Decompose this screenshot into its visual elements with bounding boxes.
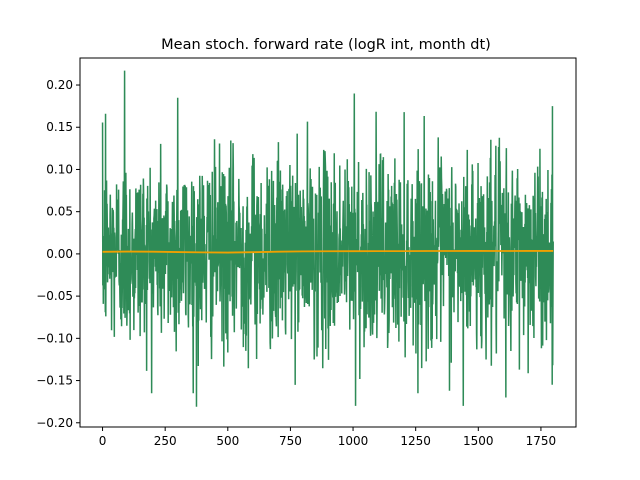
x-tick-label: 0 [99, 434, 107, 448]
plot-frame [79, 57, 577, 428]
y-tick-label: 0.00 [46, 247, 73, 261]
x-tick-label: 1750 [526, 434, 557, 448]
y-tick-label: −0.10 [36, 331, 73, 345]
y-tick-label: 0.10 [46, 162, 73, 176]
chart-title: Mean stoch. forward rate (logR int, mont… [161, 37, 491, 53]
x-tick-label: 1500 [463, 434, 494, 448]
series-line-noisy [101, 70, 554, 407]
x-tick-label: 750 [279, 434, 302, 448]
series-line-mean [102, 250, 554, 254]
y-tick-label: −0.20 [36, 416, 73, 430]
y-tick-label: −0.15 [36, 374, 73, 388]
y-tick-label: −0.05 [36, 289, 73, 303]
x-tick-label: 500 [216, 434, 239, 448]
axis-layer: 0 250 500 750 1000 1250 1500 1750 −0.20 −0.15 −0.1… [36, 78, 556, 448]
x-tick-label: 250 [154, 434, 177, 448]
series-layer [101, 70, 554, 407]
y-tick-label: 0.15 [46, 120, 73, 134]
x-tick-label: 1000 [338, 434, 369, 448]
x-tick-label: 1250 [400, 434, 431, 448]
y-tick-label: 0.05 [46, 205, 73, 219]
y-tick-label: 0.20 [46, 78, 73, 92]
